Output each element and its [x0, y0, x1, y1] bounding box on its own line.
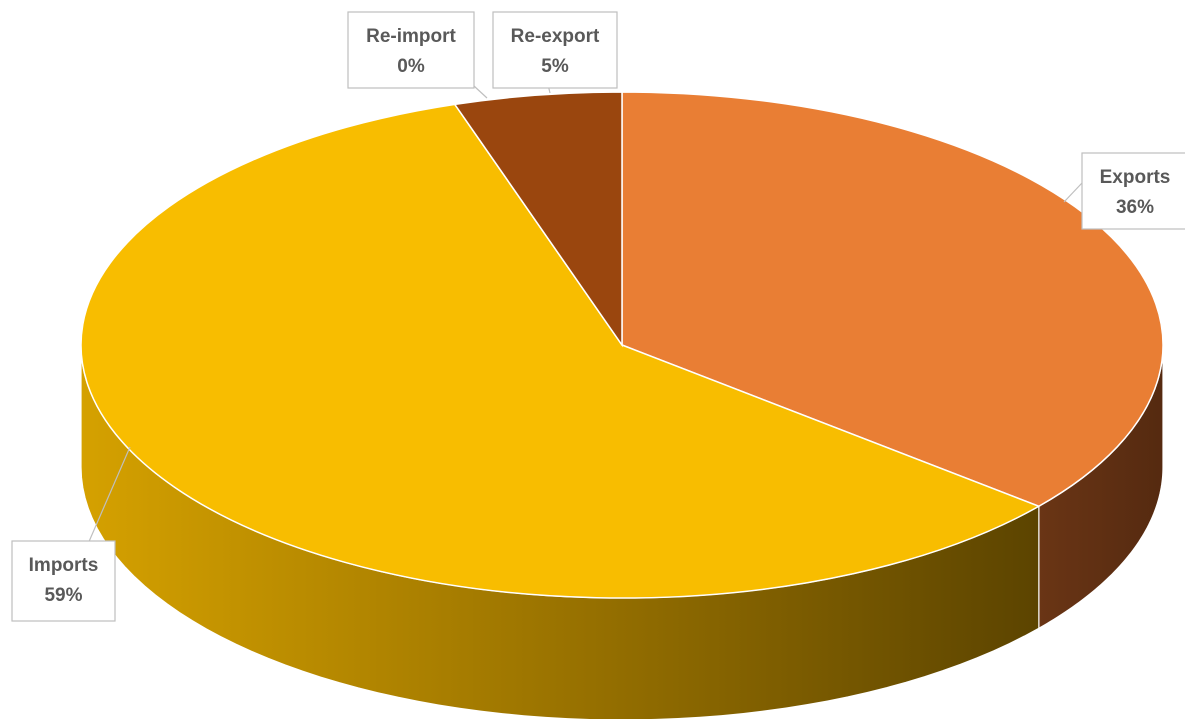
data-label-exports: Exports 36%: [1063, 152, 1185, 230]
label-box: [1081, 152, 1185, 230]
pie-slice-imports: [80, 103, 1041, 599]
leader-line: [473, 85, 488, 99]
pie-slice-exports: [621, 91, 1164, 508]
category-label: Exports: [1100, 167, 1171, 188]
data-labels: Exports 36% Imports 59% Re-import 0% Re-export…: [11, 11, 1185, 622]
data-label-imports: Imports 59%: [11, 446, 131, 622]
leader-line: [1063, 182, 1083, 203]
pie-slices: [80, 91, 1164, 599]
label-box: [492, 11, 618, 89]
leader-line: [88, 446, 131, 542]
category-label: Imports: [29, 555, 99, 576]
leader-line: [548, 87, 551, 94]
data-label-re-export: Re-export 5%: [492, 11, 618, 94]
pie-slice-re-export: [453, 91, 623, 348]
category-label: Re-import: [366, 26, 456, 47]
percent-label: 0%: [397, 56, 425, 77]
percent-label: 5%: [541, 56, 569, 77]
label-box: [347, 11, 475, 89]
category-label: Re-export: [511, 26, 600, 47]
percent-label: 36%: [1116, 197, 1154, 218]
label-box: [11, 540, 116, 622]
data-label-re-import: Re-import 0%: [347, 11, 488, 99]
percent-label: 59%: [44, 585, 82, 606]
